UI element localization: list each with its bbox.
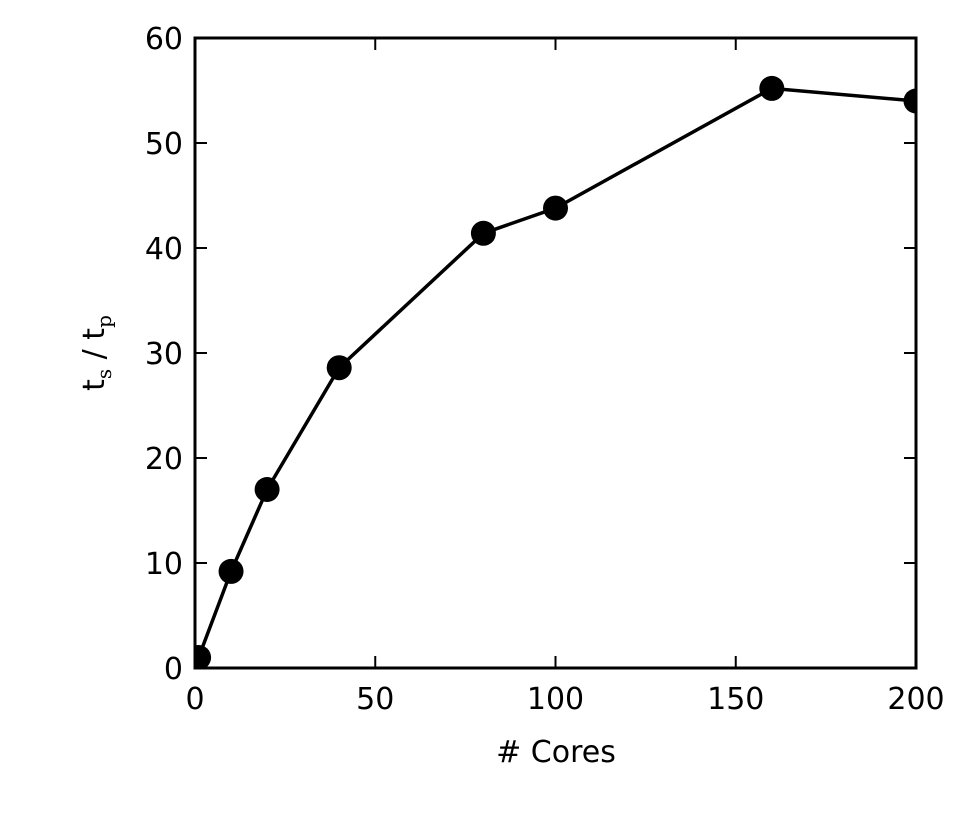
- y-tick-label: 10: [145, 547, 183, 582]
- axis-ticks: 0 50 100 150 200 0 10 20 30 40 50 60: [145, 22, 945, 717]
- data-point: [543, 195, 568, 221]
- x-tick-label: 50: [356, 682, 394, 717]
- y-tick-label: 20: [145, 442, 183, 477]
- data-point: [218, 558, 244, 584]
- data-point: [470, 220, 496, 246]
- series-line: [196, 86, 916, 659]
- x-tick-label: 100: [527, 682, 584, 717]
- y-tick-label: 60: [145, 22, 183, 57]
- data-point: [759, 75, 785, 101]
- data-point: [326, 355, 352, 381]
- y-label-sep: /: [77, 340, 112, 369]
- x-tick-label: 200: [887, 682, 944, 717]
- y-axis-label: ts / tp: [77, 315, 116, 391]
- x-axis-label: # Cores: [496, 735, 616, 770]
- y-tick-label: 0: [164, 652, 183, 687]
- x-tick-label: 0: [185, 682, 204, 717]
- data-point: [903, 88, 916, 114]
- data-point: [195, 645, 212, 668]
- y-label-sub2: p: [92, 315, 116, 328]
- data-point: [254, 477, 280, 502]
- y-tick-label: 50: [145, 127, 183, 162]
- plot-frame: [193, 36, 918, 670]
- y-label-base2: t: [77, 328, 112, 340]
- x-tick-label: 150: [707, 682, 764, 717]
- y-label-base1: t: [77, 379, 112, 391]
- y-tick-label: 30: [145, 337, 183, 372]
- series-group: [195, 75, 916, 668]
- y-tick-label: 40: [145, 232, 183, 267]
- y-label-sub1: s: [92, 369, 116, 379]
